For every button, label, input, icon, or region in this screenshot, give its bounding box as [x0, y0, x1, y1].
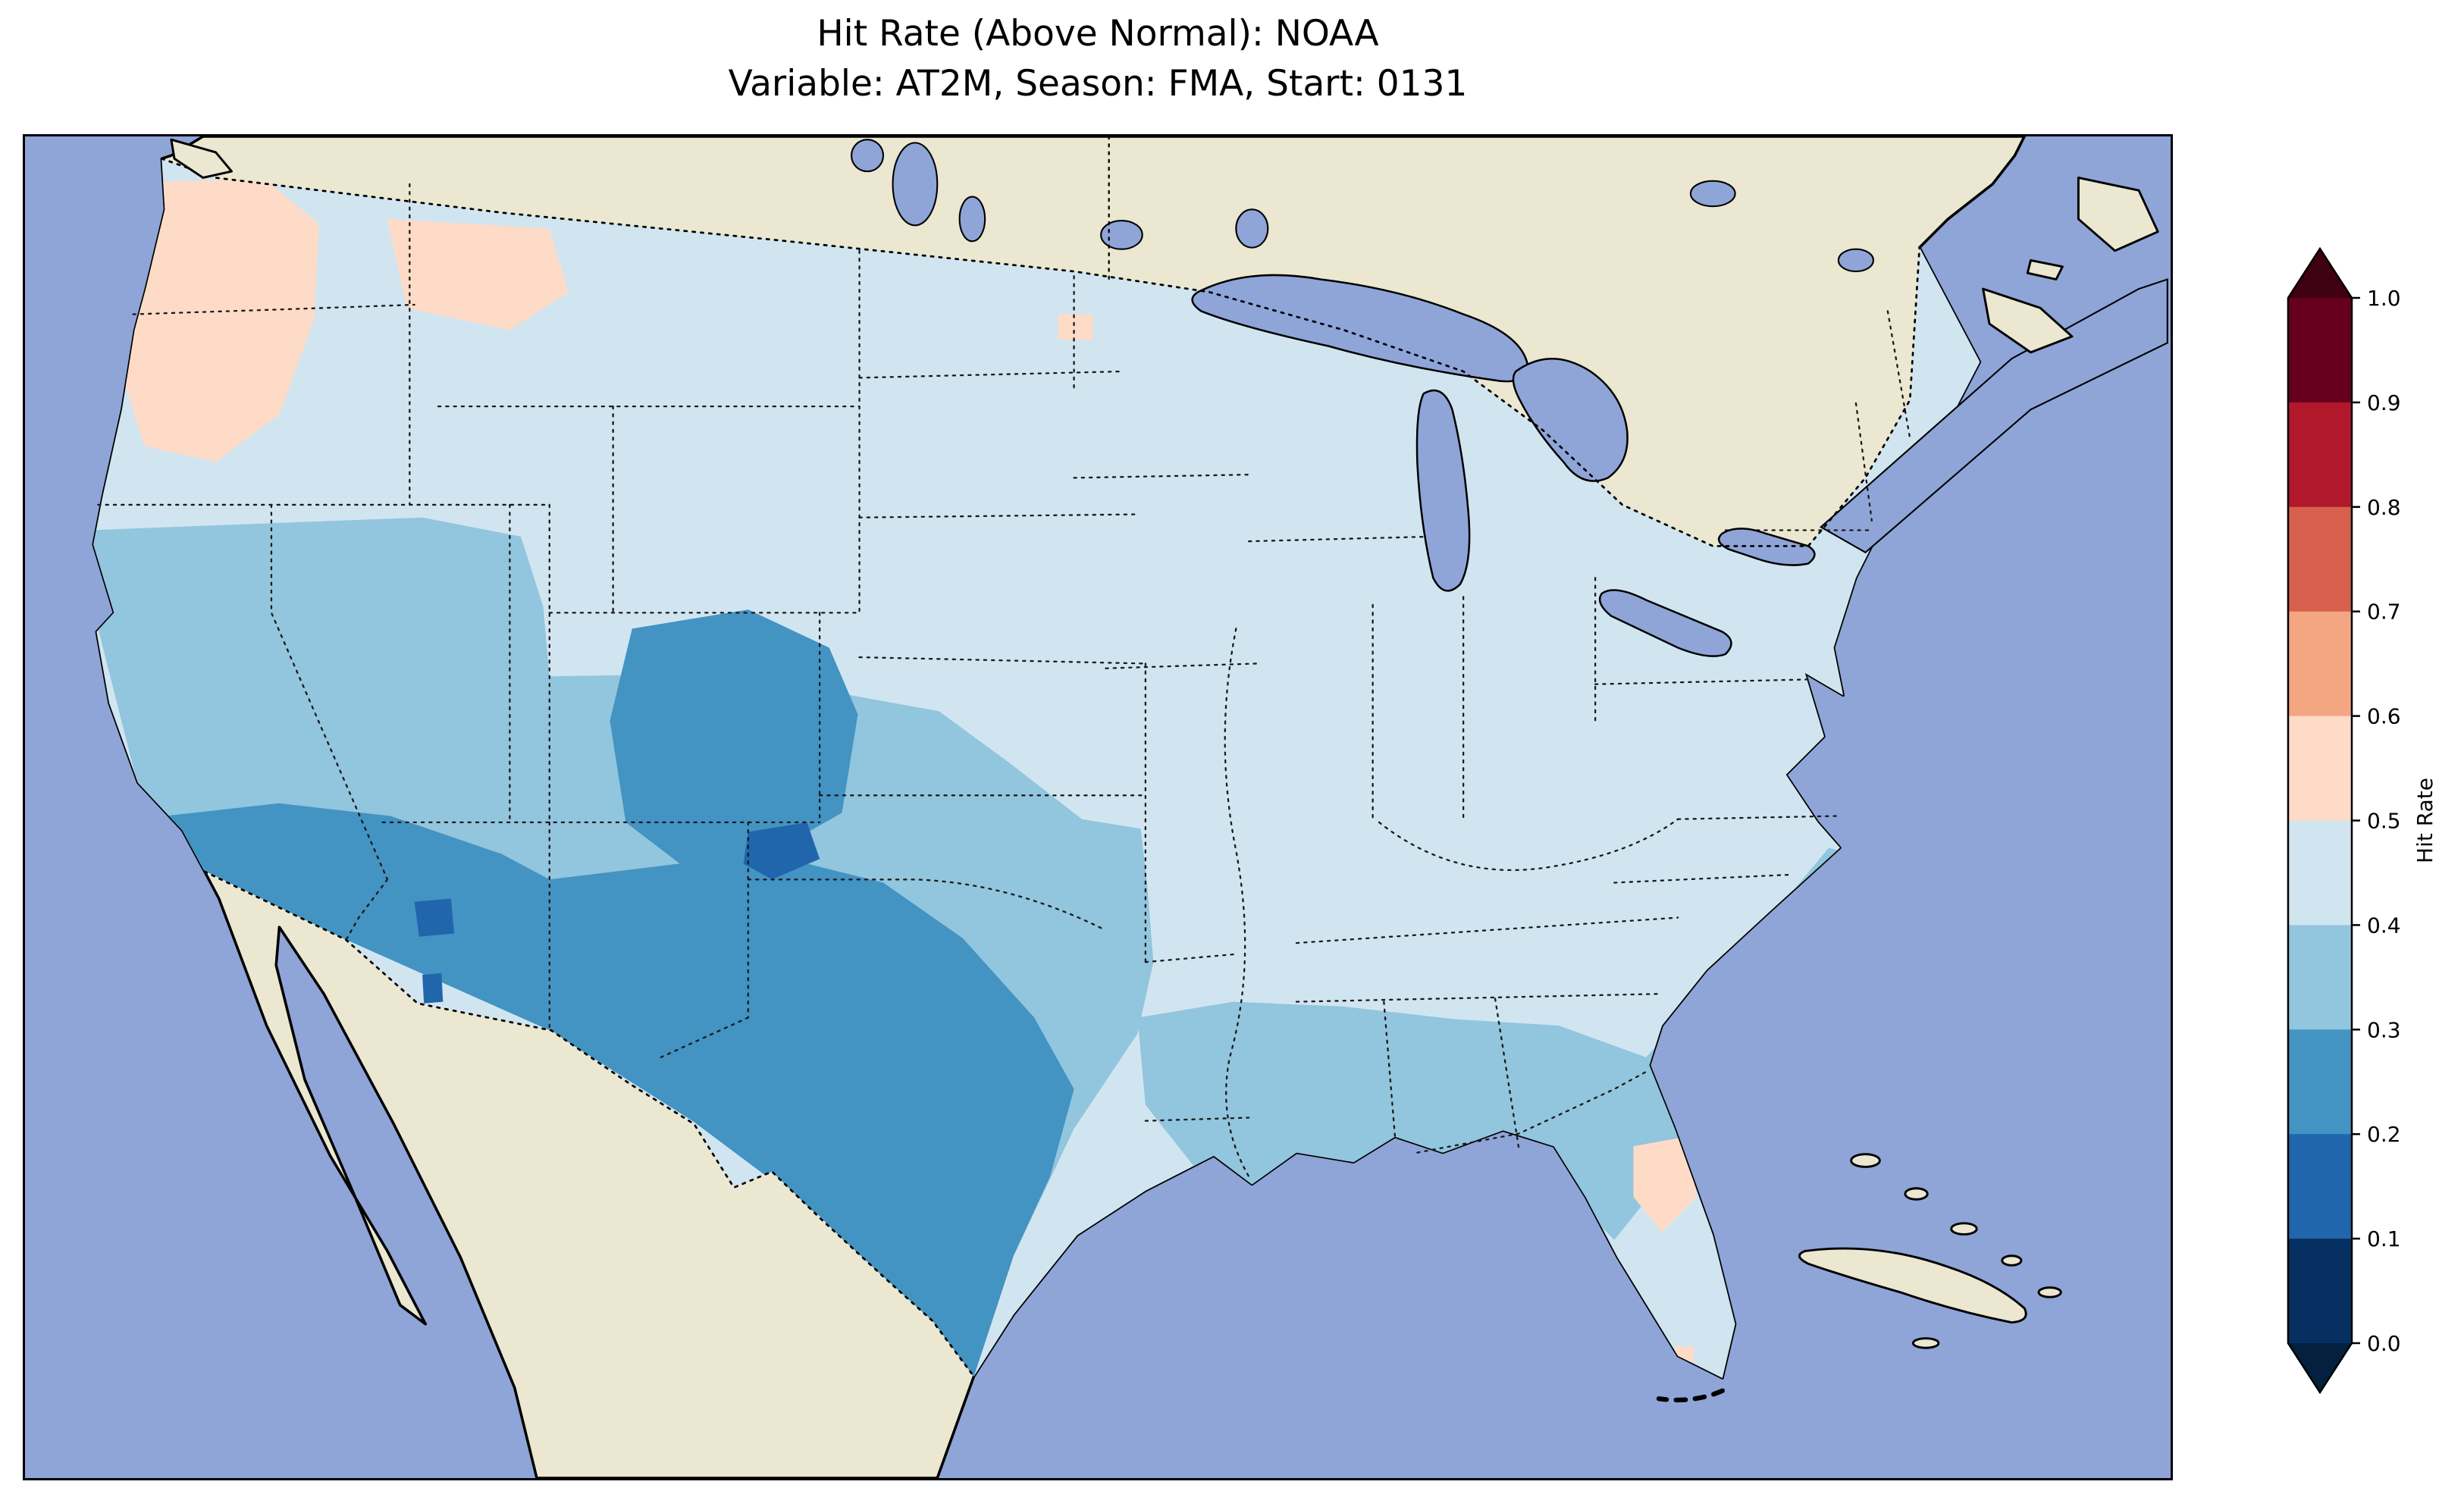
colorbar-over-arrow	[2288, 249, 2352, 298]
islands	[170, 138, 2159, 1349]
heatmap-region-southwest	[165, 803, 550, 1031]
colorbar-segment	[2288, 402, 2352, 508]
figure-title-line2: Variable: AT2M, Season: FMA, Start: 0131	[728, 62, 1468, 105]
us-mexico-border	[203, 870, 975, 1378]
colorbar-tick-label: 0.1	[2367, 1226, 2401, 1251]
heatmap-region-n-rockies	[387, 218, 569, 330]
heatmap-region-az-minimum-2	[422, 973, 444, 1004]
colorbar-tick-label: 0.2	[2367, 1122, 2401, 1147]
colorbar-tick-label: 0.3	[2367, 1017, 2401, 1042]
colorbar-tick-label: 0.7	[2367, 600, 2401, 625]
bahamas-island	[2001, 1254, 2023, 1267]
heatmap-region-colorado	[610, 609, 858, 864]
cuba	[1798, 1247, 2027, 1324]
colorbar-segment	[2288, 1239, 2352, 1344]
colorbar-tick-label: 0.0	[2367, 1331, 2401, 1356]
colorbar-segment	[2288, 716, 2352, 822]
colorbar-tick-label: 0.6	[2367, 704, 2401, 729]
bahamas-island	[1904, 1187, 1929, 1201]
figure-title-line1: Hit Rate (Above Normal): NOAA	[817, 13, 1379, 55]
colorbar-tick-label: 1.0	[2367, 286, 2401, 311]
heatmap-region-pnw	[112, 177, 319, 462]
us-canada-border	[160, 157, 1921, 547]
colorbar-segment	[2288, 820, 2352, 926]
cay-island	[1911, 1337, 1940, 1349]
bahamas-island	[1950, 1222, 1978, 1236]
newfoundland	[2077, 176, 2159, 252]
colorbar-tick-label: 0.8	[2367, 495, 2401, 520]
figure-title: Hit Rate (Above Normal): NOAA Variable: …	[340, 9, 1856, 109]
bahamas-island	[1850, 1153, 1881, 1168]
colorbar-tick-label: 0.5	[2367, 809, 2401, 834]
colorbar-axis-label: Hit Rate	[2412, 778, 2437, 863]
colorbar-segment	[2288, 611, 2352, 717]
colorbar-segment	[2288, 506, 2352, 612]
bahamas-island	[2037, 1286, 2062, 1298]
map-canvas	[25, 136, 2171, 1478]
colorbar-segment	[2288, 925, 2352, 1030]
heatmap-region-central-florida	[1633, 1136, 1698, 1232]
lake-michigan	[1415, 389, 1471, 592]
lake-erie	[1598, 589, 1732, 657]
heatmap-region-nd-spot	[1058, 314, 1093, 340]
map-axes	[23, 134, 2173, 1480]
colorbar-tick-label: 0.9	[2367, 390, 2401, 415]
canada-lakes	[851, 139, 1875, 273]
state-borders	[97, 183, 1911, 1178]
colorbar-under-arrow	[2288, 1343, 2352, 1392]
colorbar-segment	[2288, 1134, 2352, 1239]
colorbar: 1.0 0.9 0.8 0.7 0.6 0.5 0.4 0.3 0.2 0.1 0.0 Hit Rat…	[2287, 246, 2437, 1395]
colorbar-segment	[2288, 298, 2352, 403]
lake-huron	[1512, 358, 1629, 482]
colorbar-tick-label: 0.4	[2367, 913, 2401, 938]
heatmap-region-nm-minimum	[743, 822, 820, 880]
florida-keys	[1656, 1388, 1725, 1403]
vancouver-island	[170, 138, 233, 179]
lake-ontario	[1717, 528, 1816, 566]
great-lakes	[1191, 274, 1816, 657]
nova-scotia	[1982, 287, 2074, 354]
heatmap-region-nm-texas	[549, 853, 1074, 1377]
prince-edward-island	[2026, 258, 2064, 280]
heatmap-region-az-minimum-1	[414, 898, 454, 937]
colorbar-segment	[2288, 1029, 2352, 1135]
